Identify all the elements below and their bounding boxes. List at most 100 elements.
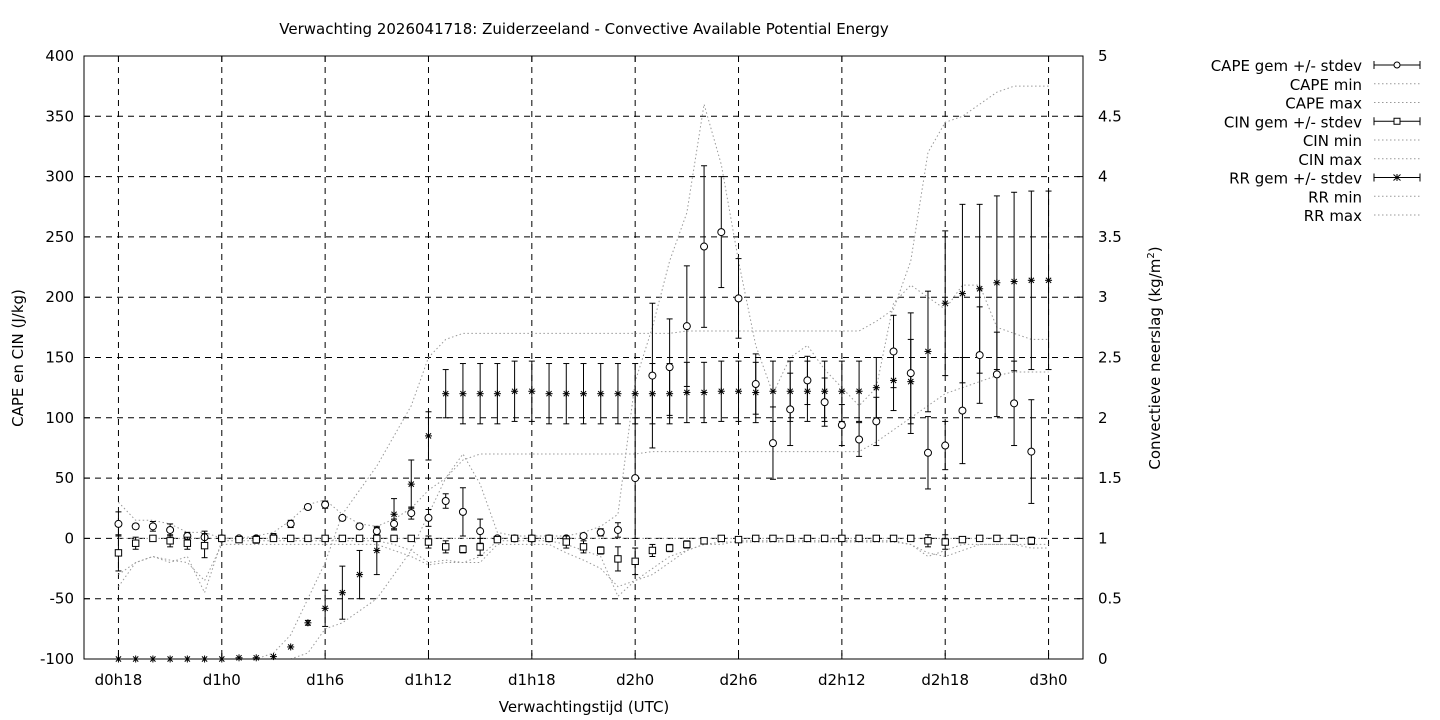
cin-gem-point (183, 539, 192, 547)
x-axis: d0h18 d1h0 d1h6 d1h12 d1h18 d2h0 d2h6 d2h12 d2h1… (95, 56, 1068, 689)
rr-gem-point (407, 480, 415, 488)
x-tick-label: d2h6 (719, 671, 757, 689)
y-tick-label: 200 (45, 288, 74, 306)
y-tick-label: 400 (45, 47, 74, 65)
legend-label-cin-min: CIN min (1303, 132, 1362, 150)
cape-max-line (118, 104, 1049, 539)
cin-gem-point (752, 534, 760, 543)
y2-tick-label: 1 (1098, 529, 1108, 547)
x-tick-label: d3h0 (1029, 671, 1067, 689)
rr-gem-point (580, 390, 587, 398)
legend-label-rr-max: RR max (1304, 207, 1362, 225)
rr-gem-point-stroke (287, 643, 294, 650)
rr-gem-point-stroke (270, 653, 277, 660)
y2-tick-label: 2.5 (1098, 349, 1122, 367)
legend-label-rr-min: RR min (1308, 188, 1362, 206)
cin-gem-point (889, 534, 898, 543)
rr-gem-point (597, 390, 605, 398)
rr-gem-point (631, 390, 639, 398)
cape-gem-point (114, 519, 123, 528)
rr-gem-point (304, 619, 312, 627)
y-tick-label: -50 (50, 590, 75, 608)
cape-gem-point (734, 294, 743, 303)
cin-gem-point (1027, 537, 1036, 545)
legend-label-cape-min: CAPE min (1290, 76, 1362, 94)
y-tick-label: 0 (64, 529, 74, 547)
cin-gem-point (407, 534, 415, 543)
cape-gem-point (803, 376, 812, 385)
rr-gem-point (356, 571, 364, 579)
y2-tick-label: 1.5 (1098, 469, 1122, 487)
y2-tick-label: 4.5 (1098, 107, 1122, 125)
rr-gem-point-stroke (459, 390, 466, 397)
rr-gem-point (528, 387, 536, 395)
cin-gem-point (114, 549, 123, 557)
rr-gem-point (614, 390, 622, 398)
cape-gem-point (786, 405, 795, 414)
rr-gem-point-stroke (425, 432, 432, 439)
cin-gem-point (579, 543, 588, 551)
rr-gem-point-stroke (718, 388, 725, 395)
cin-gem-point (252, 535, 260, 544)
rr-gem-point-stroke (356, 571, 363, 578)
y-tick-label: 300 (45, 168, 74, 186)
cin-gem-point (442, 543, 450, 551)
rr-gem-point (838, 387, 846, 395)
y-axis-left: -100 -50 0 50 100 150 200 250 300 350 400 (40, 47, 90, 668)
rr-gem-point (321, 604, 329, 612)
cin-gem-point (424, 538, 433, 546)
rr-gem-point (1027, 276, 1035, 284)
rr-gem-point-stroke (304, 619, 311, 626)
y2-tick-label: 3.5 (1098, 228, 1122, 246)
cin-gem-point (838, 534, 846, 543)
chart-title: Verwachting 2026041718: Zuiderzeeland - … (279, 20, 889, 38)
rr-gem-point-stroke (494, 390, 501, 397)
cin-gem-point (700, 537, 708, 545)
cin-gem-point (476, 543, 484, 551)
x-tick-label: d1h18 (508, 671, 556, 689)
rr-gem-point-stroke (477, 390, 484, 397)
cin-gem-point (286, 534, 295, 543)
cape-gem-point (390, 519, 399, 528)
cin-gem-point (1010, 534, 1018, 543)
cape-gem-point (665, 363, 674, 372)
x-tick-label: d1h6 (306, 671, 344, 689)
series-layer (114, 85, 1053, 663)
cin-gem-point (355, 534, 364, 543)
legend-label-cape-gem: CAPE gem +/- stdev (1211, 57, 1362, 75)
cape-gem-point (1027, 447, 1036, 456)
legend-label-cin-gem: CIN gem +/- stdev (1224, 113, 1362, 131)
cape-gem-point (631, 474, 640, 483)
cape-gem-point (820, 398, 829, 407)
cape-gem-point (855, 435, 864, 444)
y-tick-label: 250 (45, 228, 74, 246)
cin-gem-point (924, 537, 932, 545)
legend-label-cin-max: CIN max (1298, 151, 1362, 169)
cin-gem-point (218, 534, 226, 543)
rr-gem-point (700, 388, 708, 396)
cape-gem-point (372, 527, 381, 536)
y2-tick-label: 3 (1098, 288, 1108, 306)
cin-gem-series (114, 533, 1036, 576)
cin-gem-point (390, 534, 398, 543)
cin-gem-point (269, 534, 278, 543)
cape-gem-point (837, 421, 846, 430)
cin-gem-point (769, 534, 777, 543)
cape-gem-point (286, 519, 295, 528)
y-tick-label: 50 (55, 469, 74, 487)
cape-gem-point (958, 406, 967, 415)
rr-gem-series (114, 190, 1053, 663)
legend-swatch-rr-gem (1373, 173, 1421, 182)
cape-gem-point (992, 370, 1001, 379)
legend-swatch-cape-gem (1373, 61, 1421, 69)
y-tick-label: 350 (45, 107, 74, 125)
cape-gem-point (872, 417, 881, 426)
y2-axis-label: Convectieve neerslag (kg/m2) (1146, 246, 1164, 469)
cin-min-line (118, 541, 1049, 588)
rr-gem-point (872, 384, 880, 392)
cape-gem-point (906, 369, 915, 378)
cin-gem-point (459, 545, 467, 553)
rr-gem-point (338, 589, 346, 597)
cin-gem-point (958, 535, 967, 544)
rr-gem-point-stroke (959, 290, 966, 297)
